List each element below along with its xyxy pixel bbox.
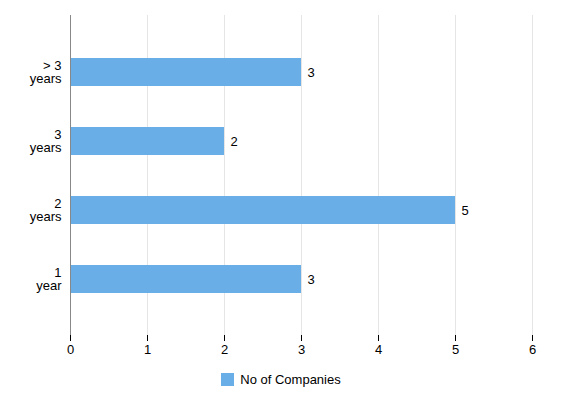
svg-text:1year: 1year [36, 265, 62, 293]
svg-text:6: 6 [529, 342, 536, 357]
svg-text:3: 3 [298, 342, 305, 357]
svg-text:2: 2 [231, 134, 238, 149]
svg-text:0: 0 [67, 342, 74, 357]
svg-text:1: 1 [144, 342, 151, 357]
svg-text:2years: 2years [30, 196, 62, 224]
svg-text:5: 5 [462, 203, 469, 218]
svg-text:2: 2 [221, 342, 228, 357]
svg-text:5: 5 [452, 342, 459, 357]
svg-text:> 3years: > 3years [30, 58, 62, 86]
svg-text:3: 3 [308, 65, 315, 80]
svg-text:3years: 3years [30, 127, 62, 155]
svg-text:3: 3 [308, 272, 315, 287]
html-text:No of Companies: No of Companies [240, 371, 341, 387]
svg-text:4: 4 [375, 342, 382, 357]
